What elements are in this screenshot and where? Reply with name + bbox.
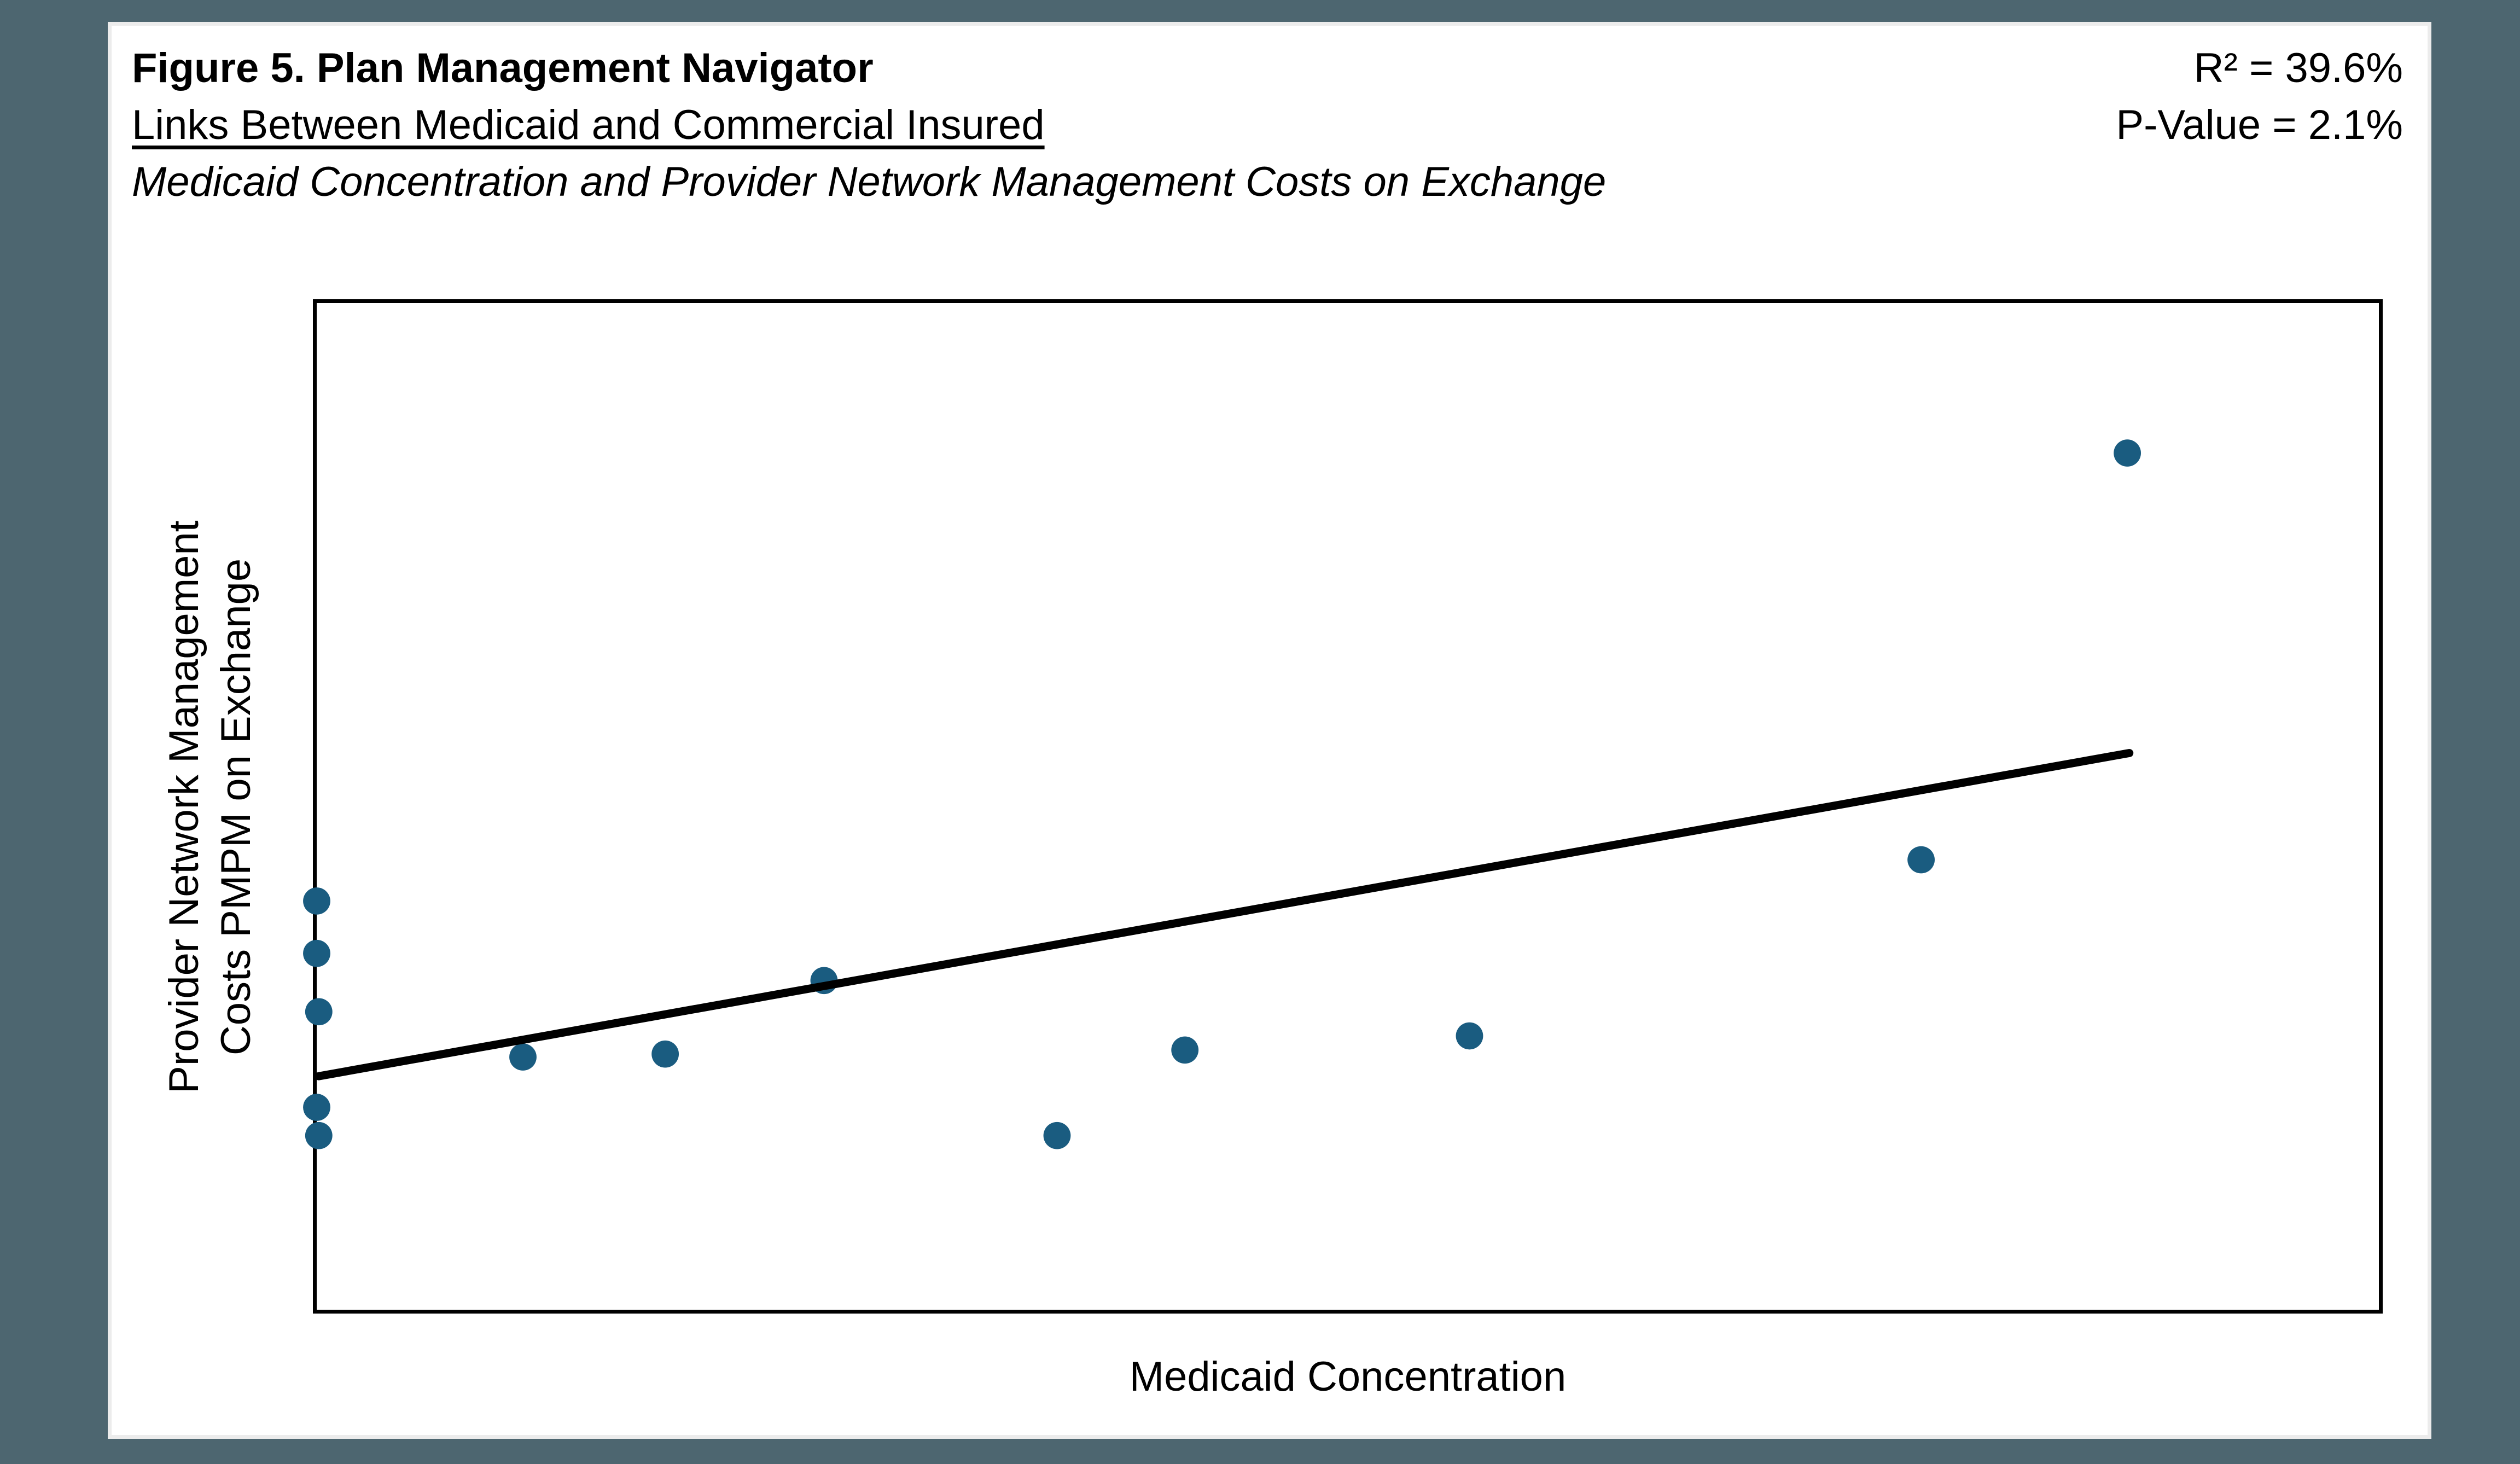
data-point bbox=[305, 998, 333, 1026]
data-point bbox=[1456, 1022, 1483, 1050]
trend-line bbox=[315, 748, 2134, 1080]
data-point bbox=[1907, 846, 1935, 874]
data-point bbox=[303, 939, 330, 967]
data-point bbox=[303, 887, 330, 915]
data-point bbox=[2114, 439, 2141, 467]
figure-caption: Medicaid Concentration and Provider Netw… bbox=[132, 159, 1607, 205]
data-point bbox=[305, 1122, 333, 1149]
plot-area bbox=[303, 299, 2383, 1314]
y-axis-label: Provider Network Management Costs PMPM o… bbox=[158, 520, 262, 1094]
data-point bbox=[303, 1094, 330, 1121]
figure-card: Figure 5. Plan Management Navigator Link… bbox=[108, 22, 2431, 1439]
data-point bbox=[651, 1040, 679, 1068]
r-squared-value: R² = 39.6% bbox=[2193, 45, 2403, 91]
data-point bbox=[1043, 1122, 1071, 1149]
figure-header: Figure 5. Plan Management Navigator Link… bbox=[132, 40, 1606, 211]
y-axis-label-line2: Costs PMPM on Exchange bbox=[213, 558, 259, 1056]
figure-title: Figure 5. Plan Management Navigator bbox=[132, 45, 874, 91]
figure-subtitle: Links Between Medicaid and Commercial In… bbox=[132, 102, 1045, 148]
p-value: P-Value = 2.1% bbox=[2116, 102, 2403, 148]
x-axis-label: Medicaid Concentration bbox=[1129, 1353, 1567, 1400]
regression-stats: R² = 39.6% P-Value = 2.1% bbox=[2116, 40, 2403, 154]
y-axis-label-line1: Provider Network Management bbox=[161, 520, 207, 1094]
data-point bbox=[509, 1043, 537, 1071]
scatter-svg bbox=[303, 439, 2141, 1149]
data-point bbox=[1171, 1036, 1199, 1064]
